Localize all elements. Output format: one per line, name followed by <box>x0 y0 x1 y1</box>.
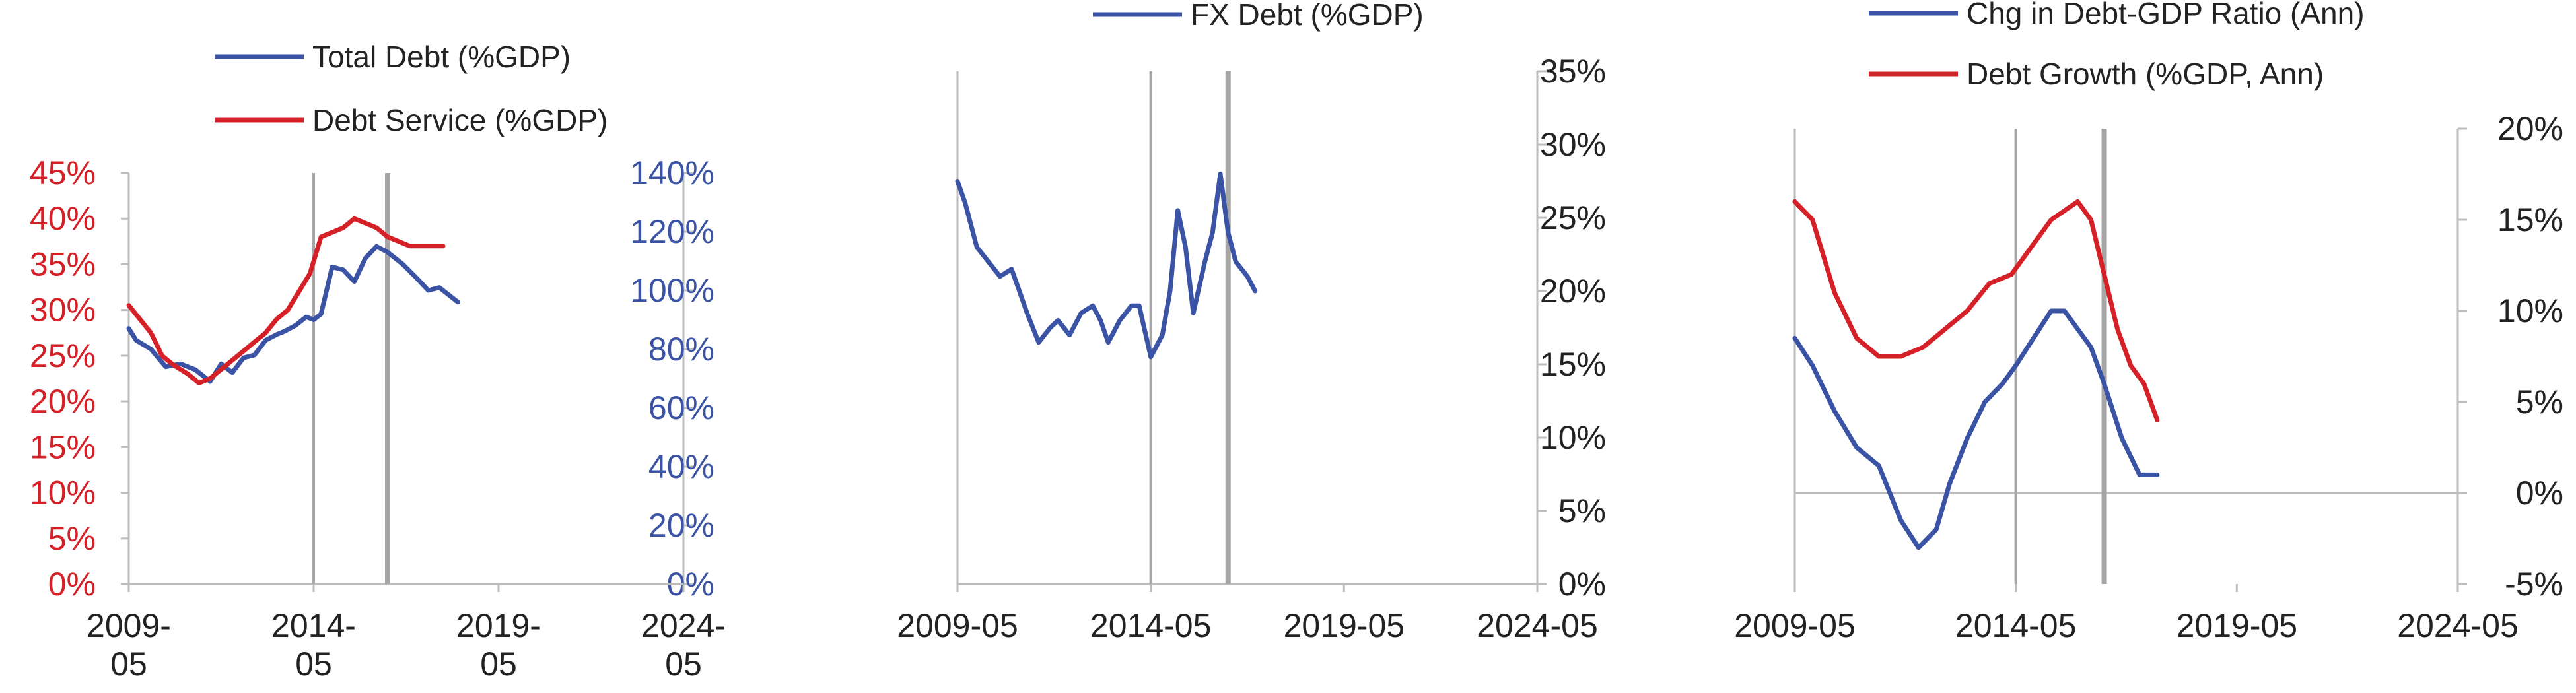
chart1-x-tick-label: 2009-05 <box>87 607 171 682</box>
chart3-series-line-2 <box>1792 199 2160 423</box>
chart3-right-tick-label: -5% <box>2505 566 2563 603</box>
chart2-x-tick-label: 2014-05 <box>1090 607 1212 644</box>
chart2-right-tick-label: 35% <box>1540 53 1606 90</box>
chart1-left-tick-label: 30% <box>30 292 96 329</box>
chart1-left-tick-label: 0% <box>48 566 96 603</box>
chart3-x-tick-label: 2019-05 <box>2176 607 2298 644</box>
chart3-legend-label: Debt Growth (%GDP, Ann) <box>1967 57 2324 91</box>
chart3-x-tick-label: 2014-05 <box>1955 607 2077 644</box>
chart2-legend-label: FX Debt (%GDP) <box>1191 0 1424 32</box>
chart1-x-tick-label: 2024-05 <box>641 607 726 682</box>
chart1-x-tick-label: 2019-05 <box>456 607 541 682</box>
chart2-right-tick-label: 10% <box>1540 419 1606 456</box>
chart3-x-tick-label: 2009-05 <box>1734 607 1856 644</box>
chart1-right-tick-label: 100% <box>630 272 714 309</box>
chart1-left-tick-label: 40% <box>30 200 96 237</box>
chart2-x-tick-label: 2009-05 <box>897 607 1018 644</box>
chart1-right-tick-label: 80% <box>648 331 714 368</box>
chart1-series-line-1 <box>126 244 460 384</box>
chart3-x-tick-label: 2024-05 <box>2397 607 2519 644</box>
chart1-left-tick-label: 20% <box>30 383 96 420</box>
chart1-right-tick-label: 20% <box>648 507 714 544</box>
chart1-left-tick-label: 25% <box>30 337 96 374</box>
chart2-right-tick-label: 15% <box>1540 346 1606 383</box>
chart2-x-tick-label: 2024-05 <box>1477 607 1598 644</box>
chart1-right-tick-label: 60% <box>648 389 714 426</box>
chart3-series-line-1 <box>1792 308 2160 550</box>
chart1-left-tick-label: 5% <box>48 520 96 557</box>
chart1-left-tick-label: 15% <box>30 428 96 465</box>
chart1-left-tick-label: 10% <box>30 475 96 512</box>
chart1-legend-label: Total Debt (%GDP) <box>312 40 571 74</box>
chart3-right-tick-label: 5% <box>2516 383 2563 420</box>
chart2-x-tick-label: 2019-05 <box>1284 607 1405 644</box>
chart2-right-tick-label: 20% <box>1540 273 1606 310</box>
chart1-left-tick-label: 45% <box>30 154 96 191</box>
chart1-x-tick-label: 2014-05 <box>271 607 356 682</box>
chart1-right-tick-label: 140% <box>630 154 714 191</box>
chart3-legend-label: Chg in Debt-GDP Ratio (Ann) <box>1967 0 2365 30</box>
chart2-right-tick-label: 5% <box>1558 492 1606 529</box>
chart3-right-tick-label: 20% <box>2497 110 2563 147</box>
chart2-right-tick-label: 25% <box>1540 199 1606 236</box>
chart1-series-line-2 <box>126 216 446 385</box>
chart3-right-tick-label: 15% <box>2497 201 2563 238</box>
chart1-right-tick-label: 120% <box>630 213 714 250</box>
chart2-right-tick-label: 0% <box>1558 566 1606 603</box>
chart1-right-tick-label: 40% <box>648 448 714 485</box>
chart2-series-line-1 <box>955 171 1258 360</box>
chart3-right-tick-label: 10% <box>2497 292 2563 329</box>
chart2-right-tick-label: 30% <box>1540 126 1606 163</box>
chart1-legend-label: Debt Service (%GDP) <box>312 103 608 137</box>
chart3-right-tick-label: 0% <box>2516 475 2563 512</box>
chart1-left-tick-label: 35% <box>30 246 96 282</box>
